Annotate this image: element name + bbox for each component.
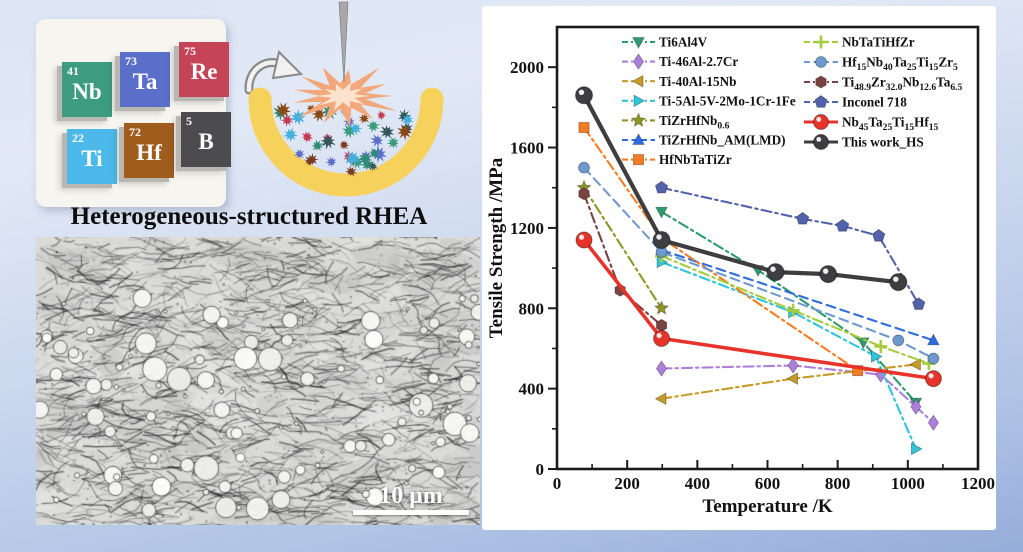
- tensile-strength-chart: 0 200 400 600 800 1000 1200 0 400 800 1200 1600 2000…: [482, 6, 996, 530]
- legend-label: TiZrHfNb0.6: [659, 113, 730, 131]
- melting-illustration: [244, 1, 444, 197]
- legend-label: Hf15Nb40Ta25Ti15Zr5: [842, 55, 958, 73]
- element-symbol: Re: [190, 59, 218, 84]
- legend-label: Nb45Ta25Ti15Hf15: [842, 115, 939, 133]
- series-Hf15Nb40Ta25Ti15Zr5: [578, 161, 940, 365]
- element-symbol: Ta: [132, 69, 158, 94]
- x-tick-label: 1200: [961, 474, 995, 493]
- legend-item-Inconel-718: Inconel 718: [804, 95, 907, 110]
- x-tick-label: 200: [614, 474, 640, 493]
- legend-label: TiZrHfNb_AM(LMD): [659, 133, 786, 148]
- element-tile-Hf: 72 Hf: [124, 123, 174, 178]
- y-tick-label: 1200: [510, 219, 544, 238]
- legend-item-Ti48-9Zr32-0Nb12-6Ta6-5: Ti48.9Zr32.0Nb12.6Ta6.5: [804, 75, 963, 93]
- crucible-bowl: [248, 87, 444, 197]
- y-tick-label: 0: [536, 460, 545, 479]
- y-axis-title: Tensile Strength /MPa: [486, 157, 507, 338]
- legend-label: Ti6Al4V: [659, 35, 708, 50]
- atomic-number: 22: [72, 131, 84, 145]
- element-tile-Nb: 41 Nb: [62, 62, 112, 117]
- legend-label: NbTaTiHfZr: [842, 35, 915, 50]
- scale-bar-label: 10 μm: [379, 483, 443, 509]
- scale-bar: 10 μm: [345, 484, 477, 515]
- legend-item-Ti-5Al-5V-2Mo-1Cr-1Fe: Ti-5Al-5V-2Mo-1Cr-1Fe: [622, 93, 796, 108]
- element-symbol: Hf: [136, 140, 162, 165]
- legend-item-Nb45Ta25Ti15Hf15: Nb45Ta25Ti15Hf15: [804, 114, 939, 133]
- legend-label: HfNbTaTiZr: [659, 152, 732, 167]
- legend-label: Ti-40Al-15Nb: [659, 74, 736, 89]
- atomic-number: 41: [67, 64, 79, 78]
- series-Nb45Ta25Ti15Hf15: [575, 231, 942, 388]
- legend-label: This work_HS: [842, 135, 924, 150]
- atomic-number: 72: [129, 125, 141, 139]
- y-tick-label: 1600: [510, 139, 544, 158]
- atomic-number: 75: [184, 44, 196, 58]
- element-symbol: Nb: [72, 79, 102, 104]
- x-tick-label: 400: [685, 474, 711, 493]
- series-This-work-HS: [575, 86, 908, 292]
- microstructure-image: [36, 237, 480, 525]
- series-layer: [575, 86, 942, 456]
- atomic-number: 73: [125, 54, 137, 68]
- x-axis-title: Temperature /K: [702, 496, 833, 517]
- legend-item-TiZrHfNb0-6: TiZrHfNb0.6: [622, 112, 730, 131]
- legend-item-HfNbTaTiZr: HfNbTaTiZr: [622, 152, 732, 167]
- caption: Heterogeneous-structured RHEA: [70, 203, 428, 230]
- element-tile-Ta: 73 Ta: [120, 52, 170, 107]
- chart-panel: [482, 6, 996, 530]
- legend-label: Ti-46Al-2.7Cr: [659, 54, 738, 69]
- element-tile-Ti: 22 Ti: [67, 129, 117, 184]
- x-tick-label: 1000: [891, 474, 925, 493]
- atomic-number: 5: [186, 114, 192, 128]
- x-tick-label: 0: [553, 474, 562, 493]
- x-tick-label: 600: [755, 474, 781, 493]
- plot-frame: [555, 25, 980, 471]
- element-symbol: B: [198, 129, 214, 154]
- legend-label: Ti48.9Zr32.0Nb12.6Ta6.5: [842, 75, 963, 93]
- element-symbol: Ti: [81, 146, 103, 171]
- melt-spark-icon: [293, 67, 398, 127]
- series-Inconel-718: [654, 180, 926, 310]
- element-tile-Re: 75 Re: [179, 42, 229, 97]
- legend-item-Ti6Al4V: Ti6Al4V: [622, 35, 708, 50]
- legend-item-TiZrHfNb-AM-LMD: TiZrHfNb_AM(LMD): [622, 133, 786, 148]
- x-tick-label: 800: [825, 474, 851, 493]
- scale-bar-line: [353, 510, 469, 515]
- legend: Ti6Al4V Ti-46Al-2.7Cr Ti-40Al-15Nb Ti-5Al-5…: [622, 35, 963, 167]
- series-NbTaTiHfZr: [655, 249, 936, 371]
- legend-item-NbTaTiHfZr: NbTaTiHfZr: [804, 35, 915, 50]
- legend-item-Ti-46Al-2-7Cr: Ti-46Al-2.7Cr: [622, 53, 738, 70]
- melting-beam-icon: [338, 1, 349, 83]
- y-tick-label: 400: [519, 380, 545, 399]
- legend-label: Inconel 718: [842, 95, 907, 110]
- axes: 0 200 400 600 800 1000 1200 0 400 800 1200 1600 2000…: [486, 58, 995, 517]
- legend-item-Ti-40Al-15Nb: Ti-40Al-15Nb: [622, 74, 736, 89]
- legend-item-This-work-HS: This work_HS: [804, 134, 924, 150]
- y-tick-label: 800: [519, 299, 545, 318]
- legend-item-Hf15Nb40Ta25Ti15Zr5: Hf15Nb40Ta25Ti15Zr5: [804, 55, 958, 73]
- y-tick-label: 2000: [510, 58, 544, 77]
- curved-arrow-icon: [244, 50, 304, 95]
- legend-label: Ti-5Al-5V-2Mo-1Cr-1Fe: [659, 93, 796, 108]
